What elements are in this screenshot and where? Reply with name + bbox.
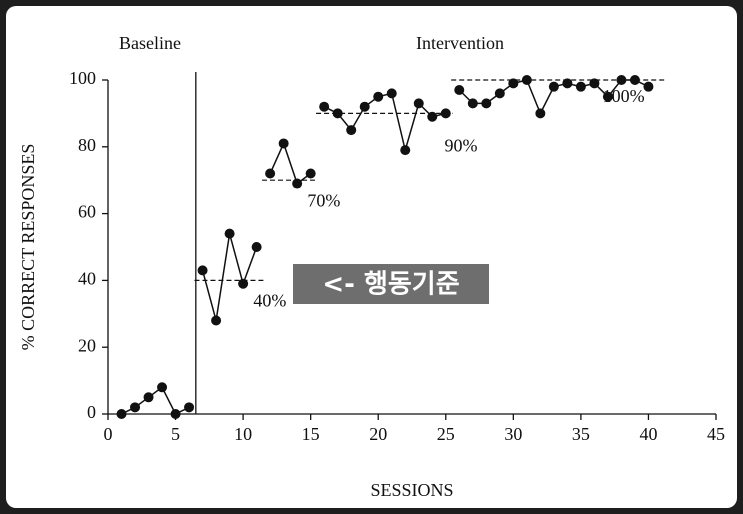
data-point: [589, 78, 600, 89]
data-point: [238, 278, 249, 289]
data-point: [440, 108, 451, 119]
data-point: [413, 98, 424, 109]
criterion-label: 90%: [445, 136, 478, 156]
data-point: [319, 101, 330, 112]
y-tick-label: 60: [78, 202, 96, 222]
y-tick-label: 40: [78, 269, 96, 289]
background: [6, 6, 737, 508]
data-point: [602, 91, 613, 102]
data-point: [562, 78, 573, 89]
data-point: [467, 98, 478, 109]
criterion-label: 40%: [253, 291, 286, 311]
data-point: [157, 382, 168, 393]
phase-label: Intervention: [416, 33, 504, 53]
data-point: [427, 111, 438, 122]
data-point: [400, 145, 411, 156]
data-point: [278, 138, 289, 149]
x-tick-label: 45: [707, 424, 725, 444]
data-point: [251, 242, 262, 252]
data-point: [359, 101, 370, 112]
data-point: [508, 78, 519, 89]
x-tick-label: 0: [104, 424, 113, 444]
data-point: [305, 168, 316, 179]
phase-label: Baseline: [119, 33, 181, 53]
data-point: [548, 81, 559, 92]
x-tick-label: 10: [234, 424, 252, 444]
data-point: [143, 392, 154, 403]
criterion-label: 70%: [307, 190, 340, 210]
y-tick-label: 100: [69, 68, 96, 88]
data-point: [535, 108, 546, 119]
series-line: [323, 92, 446, 154]
x-tick-label: 25: [437, 424, 455, 444]
data-point: [130, 402, 141, 413]
data-point: [481, 98, 492, 109]
x-axis-label: SESSIONS: [370, 480, 453, 500]
y-tick-label: 80: [78, 135, 96, 155]
data-point: [616, 75, 627, 85]
data-point: [211, 315, 222, 326]
data-point: [521, 75, 532, 85]
data-point: [265, 168, 276, 179]
data-point: [170, 409, 181, 419]
x-tick-label: 5: [171, 424, 180, 444]
series-line: [269, 141, 312, 185]
x-tick-label: 15: [302, 424, 320, 444]
x-tick-label: 20: [369, 424, 387, 444]
data-point: [184, 402, 195, 413]
y-tick-label: 0: [87, 402, 96, 422]
data-point: [116, 409, 127, 419]
data-point: [292, 178, 303, 189]
data-point: [346, 125, 357, 136]
x-tick-label: 35: [572, 424, 590, 444]
data-point: [373, 91, 384, 102]
data-point: [575, 81, 586, 92]
data-point: [643, 81, 654, 92]
data-point: [332, 108, 343, 119]
data-point: [629, 75, 640, 85]
annotation: <- 행동기준: [322, 270, 459, 300]
annotation-box: [293, 264, 489, 304]
data-point: [224, 228, 235, 239]
x-tick-label: 30: [504, 424, 522, 444]
y-axis-label: % CORRECT RESPONSES: [18, 144, 38, 351]
data-point: [494, 88, 505, 99]
y-tick-label: 20: [78, 335, 96, 355]
data-point: [386, 88, 397, 99]
x-tick-label: 40: [639, 424, 657, 444]
data-point: [197, 265, 208, 276]
data-point: [454, 85, 465, 96]
